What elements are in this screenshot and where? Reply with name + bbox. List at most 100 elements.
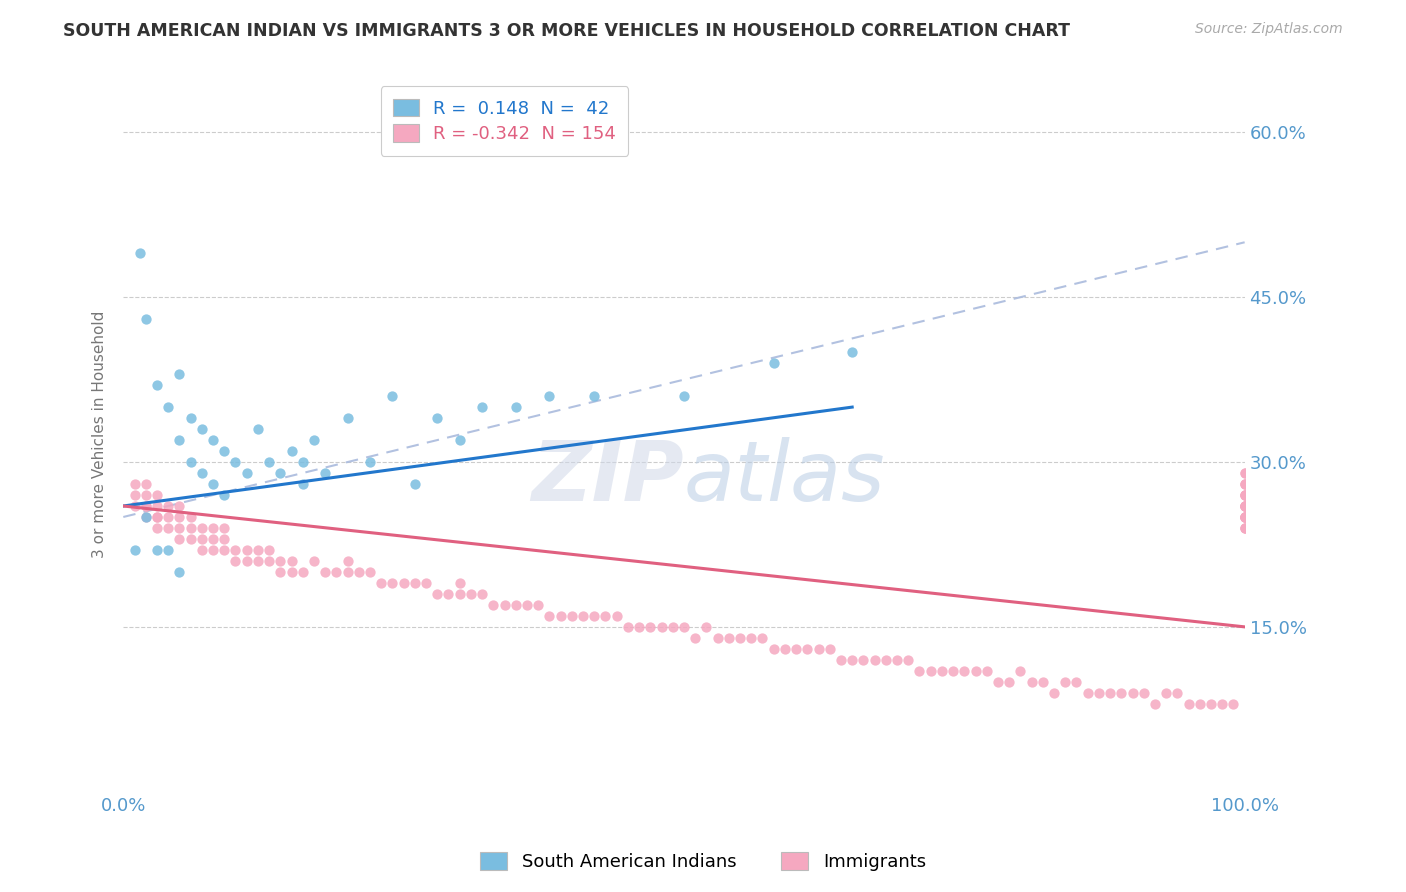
Point	[1233, 510, 1256, 524]
Point	[807, 641, 830, 656]
Point	[314, 466, 336, 480]
Point	[212, 532, 235, 546]
Point	[1233, 488, 1256, 502]
Point	[325, 565, 347, 579]
Point	[404, 477, 426, 491]
Text: Source: ZipAtlas.com: Source: ZipAtlas.com	[1195, 22, 1343, 37]
Point	[1233, 477, 1256, 491]
Point	[269, 466, 291, 480]
Point	[1043, 686, 1066, 700]
Point	[257, 554, 280, 568]
Point	[1010, 664, 1032, 678]
Point	[1066, 674, 1088, 689]
Point	[135, 510, 157, 524]
Point	[146, 488, 169, 502]
Point	[449, 587, 471, 601]
Legend: R =  0.148  N =  42, R = -0.342  N = 154: R = 0.148 N = 42, R = -0.342 N = 154	[381, 87, 628, 156]
Point	[449, 575, 471, 590]
Point	[157, 499, 180, 513]
Point	[180, 521, 202, 535]
Point	[538, 608, 561, 623]
Legend: South American Indians, Immigrants: South American Indians, Immigrants	[472, 846, 934, 879]
Point	[1143, 697, 1166, 711]
Point	[740, 631, 762, 645]
Point	[1233, 521, 1256, 535]
Point	[212, 444, 235, 458]
Point	[505, 400, 527, 414]
Point	[728, 631, 751, 645]
Point	[595, 608, 617, 623]
Point	[1054, 674, 1077, 689]
Point	[561, 608, 583, 623]
Point	[157, 521, 180, 535]
Text: SOUTH AMERICAN INDIAN VS IMMIGRANTS 3 OR MORE VEHICLES IN HOUSEHOLD CORRELATION : SOUTH AMERICAN INDIAN VS IMMIGRANTS 3 OR…	[63, 22, 1070, 40]
Y-axis label: 3 or more Vehicles in Household: 3 or more Vehicles in Household	[93, 311, 107, 558]
Point	[224, 455, 246, 469]
Point	[908, 664, 931, 678]
Point	[235, 466, 257, 480]
Point	[572, 608, 595, 623]
Point	[897, 653, 920, 667]
Point	[157, 543, 180, 558]
Point	[1121, 686, 1143, 700]
Point	[180, 532, 202, 546]
Point	[987, 674, 1010, 689]
Point	[381, 575, 404, 590]
Point	[1021, 674, 1043, 689]
Point	[235, 543, 257, 558]
Point	[931, 664, 953, 678]
Point	[1233, 499, 1256, 513]
Point	[505, 598, 527, 612]
Point	[180, 411, 202, 425]
Point	[1233, 477, 1256, 491]
Point	[404, 575, 426, 590]
Point	[146, 378, 169, 392]
Point	[191, 422, 214, 436]
Point	[1211, 697, 1233, 711]
Point	[1233, 488, 1256, 502]
Point	[124, 499, 146, 513]
Point	[1233, 499, 1256, 513]
Point	[202, 521, 225, 535]
Point	[1233, 521, 1256, 535]
Point	[169, 367, 191, 381]
Point	[1077, 686, 1099, 700]
Point	[135, 499, 157, 513]
Point	[1233, 499, 1256, 513]
Point	[651, 620, 673, 634]
Point	[169, 565, 191, 579]
Point	[269, 554, 291, 568]
Point	[415, 575, 437, 590]
Point	[169, 532, 191, 546]
Point	[336, 565, 359, 579]
Point	[191, 466, 214, 480]
Point	[437, 587, 460, 601]
Point	[212, 488, 235, 502]
Point	[998, 674, 1021, 689]
Point	[672, 620, 695, 634]
Point	[291, 565, 314, 579]
Point	[1032, 674, 1054, 689]
Point	[460, 587, 482, 601]
Point	[146, 543, 169, 558]
Point	[494, 598, 516, 612]
Point	[202, 477, 225, 491]
Point	[1233, 521, 1256, 535]
Point	[280, 565, 302, 579]
Point	[291, 477, 314, 491]
Point	[706, 631, 728, 645]
Point	[583, 389, 606, 403]
Point	[796, 641, 818, 656]
Point	[302, 433, 325, 447]
Point	[628, 620, 651, 634]
Point	[135, 499, 157, 513]
Point	[852, 653, 875, 667]
Point	[157, 400, 180, 414]
Point	[886, 653, 908, 667]
Point	[1154, 686, 1177, 700]
Point	[336, 411, 359, 425]
Point	[180, 510, 202, 524]
Point	[471, 587, 494, 601]
Point	[257, 543, 280, 558]
Point	[381, 389, 404, 403]
